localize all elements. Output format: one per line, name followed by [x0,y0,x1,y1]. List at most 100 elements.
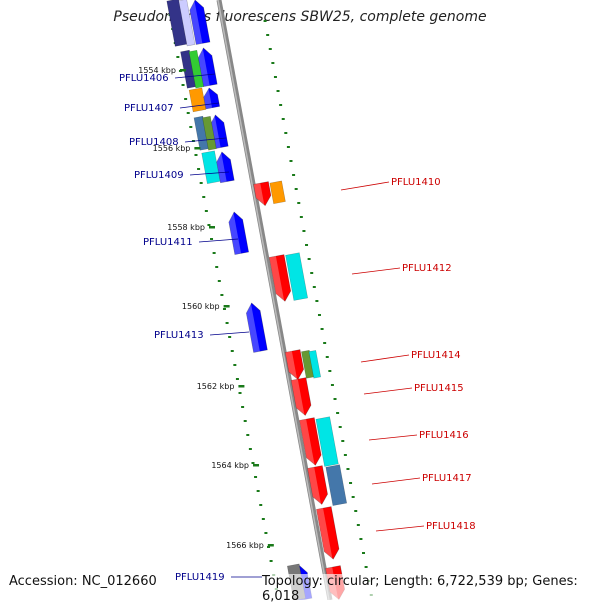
tick-dot [217,280,221,282]
cds-feature-block [188,87,207,113]
tick-dot [281,118,285,120]
tick-dot [241,406,245,408]
gene-label-leader [198,238,239,243]
reverse-gene-arrow-body [268,254,292,302]
gene-label-reverse: PFLU1418 [426,521,476,532]
forward-gene-arrow [246,302,268,353]
cds-feature-rect [285,252,308,301]
tick-dot [207,224,211,226]
cds-feature-rect [269,180,286,205]
kbp-major-tick [253,464,260,467]
accession-text: Accession: NC_012660 [9,574,157,589]
tick-dot [323,342,327,344]
cds-feature-marks [166,0,347,600]
tick-dot [220,294,224,296]
tick-dot [263,20,267,22]
kbp-major-tick [223,305,230,308]
kbp-label: 1566 kbp [226,541,264,550]
tick-dot [292,174,296,176]
tick-dot [356,524,360,526]
gene-label-leader [368,434,418,441]
tick-dot [264,532,268,534]
cds-feature-rect [202,115,217,151]
forward-gene-arrow-body [189,0,211,45]
forward-gene-arrow [189,0,211,45]
backbone-highlight [217,0,330,600]
tick-dot [354,510,358,512]
reverse-gene-arrow-body [316,506,340,560]
kbp-label: 1560 kbp [182,302,220,311]
forward-gene-arrow-shine [216,152,227,183]
tick-dot [199,182,203,184]
reverse-strand-genes [253,181,346,600]
cds-feature-block [269,180,286,205]
cds-feature-block [178,0,196,47]
reverse-gene-arrow-shine [307,467,322,505]
cds-feature-rect [308,350,321,379]
reverse-gene-arrow [253,181,272,207]
tick-dot [186,112,190,114]
tick-dot [294,188,298,190]
tick-dot [310,272,314,274]
cds-feature-block [202,115,217,151]
cds-feature-rect [188,49,204,89]
tick-dot [289,160,293,162]
tick-dot [362,552,366,554]
forward-gene-arrow-shine [203,88,213,109]
tick-dot [315,300,319,302]
tick-dot [215,266,219,268]
reverse-gene-arrow-body [299,417,322,466]
tick-dot [346,468,350,470]
tick-dot [235,378,239,380]
gene-label-forward: PFLU1413 [154,330,204,341]
forward-gene-arrow-body [228,211,249,255]
forward-gene-arrow [216,151,235,184]
backbone-line [216,0,333,600]
gene-label-reverse: PFLU1416 [419,430,469,441]
gene-labels: PFLU1406 PFLU1407 PFLU1408 PFLU1409 PFLU1411… [119,73,476,583]
forward-gene-arrow-shine [210,115,221,149]
tick-dot [271,62,275,64]
tick-dot [284,132,288,134]
tick-dot [325,356,329,358]
cds-feature-rect [201,150,221,184]
kbp-major-tick [179,69,186,72]
cds-feature-block [325,464,347,506]
tick-dot [359,538,363,540]
tick-track-left [168,14,278,590]
cds-feature-rect [178,0,196,47]
gene-label-leader [375,525,425,532]
reverse-gene-arrow-shine [253,183,265,206]
tick-dot [259,504,263,506]
topology-text: Topology: circular; Length: 6,722,539 bp… [262,574,600,604]
tick-dot [343,454,347,456]
tick-dot [248,448,252,450]
reverse-gene-arrow-body [307,465,328,505]
cds-feature-rect [188,87,207,113]
tick-dot [228,336,232,338]
cds-feature-block [188,49,204,89]
gene-label-leader [360,354,410,363]
tick-dot [273,76,277,78]
tick-dot [267,546,271,548]
kbp-label: 1562 kbp [197,382,235,391]
tick-dot [269,560,273,562]
tick-dot [197,168,201,170]
gene-label-forward: PFLU1411 [143,237,193,248]
kbp-scale: 1554 kbp 1556 kbp 1558 kbp 1560 kbp 1562 kbp… [138,66,274,550]
reverse-gene-arrow-shine [285,351,298,380]
kbp-major-tick [267,544,274,547]
kbp-major-tick [208,226,215,229]
reverse-gene-arrow-shine [291,379,305,416]
tick-dot [225,322,229,324]
kbp-label: 1556 kbp [153,144,191,153]
reverse-gene-arrow [316,506,340,560]
reverse-gene-arrow-shine [316,508,333,560]
reverse-gene-arrow-body [284,349,304,380]
forward-gene-arrow-shine [246,303,260,353]
forward-strand-genes [189,0,313,600]
tick-dot [276,90,280,92]
tick-dot [338,426,342,428]
tick-dot [189,126,193,128]
